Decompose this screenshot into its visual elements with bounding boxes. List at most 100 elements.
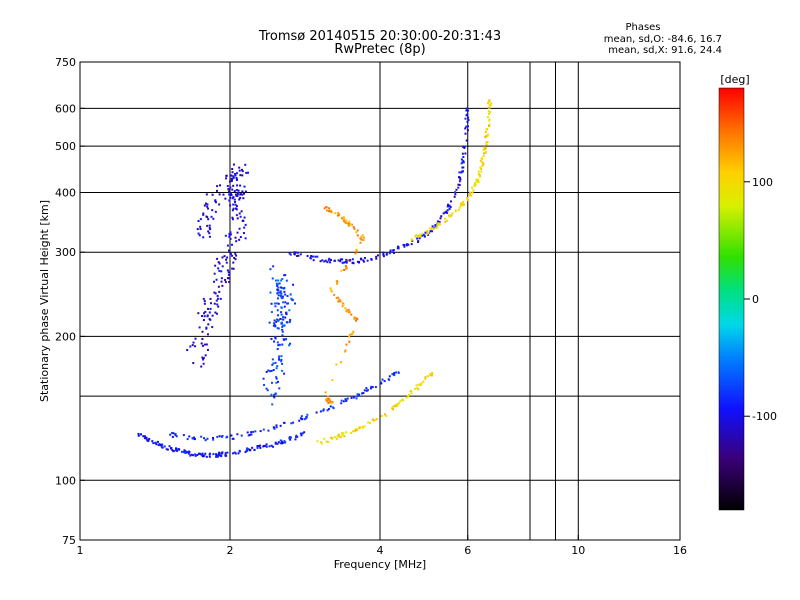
echo-point [344, 221, 347, 224]
echo-point [466, 120, 469, 123]
echo-point [248, 433, 251, 436]
echo-point [429, 373, 432, 376]
echo-point [281, 328, 284, 331]
echo-point [324, 206, 327, 209]
echo-point [449, 206, 452, 209]
echo-point [277, 302, 280, 305]
echo-point [467, 116, 470, 119]
echo-point [239, 236, 242, 239]
echo-point [226, 451, 229, 454]
echo-point [216, 455, 219, 458]
echo-point [352, 430, 354, 433]
echo-point [244, 190, 247, 193]
echo-point [235, 240, 238, 243]
echo-point [270, 311, 273, 314]
echo-point [479, 159, 482, 162]
echo-point [385, 253, 388, 256]
echo-point [348, 311, 351, 314]
echo-point [362, 239, 365, 242]
echo-point [182, 450, 185, 453]
echo-point [227, 277, 230, 280]
echo-point [243, 185, 246, 188]
echo-point [483, 146, 486, 149]
echo-point [293, 253, 296, 256]
echo-point [419, 235, 422, 238]
echo-point [300, 434, 303, 437]
colorbar-ticks: 100 0 -100 [744, 176, 777, 423]
echo-point [301, 432, 304, 435]
echo-point [233, 198, 236, 201]
echo-point [339, 258, 342, 261]
echo-point [438, 222, 441, 225]
echo-point [253, 448, 256, 451]
echo-point [337, 433, 340, 436]
echo-point [209, 228, 212, 231]
echo-point [237, 191, 240, 194]
echo-point [217, 285, 220, 288]
echo-point [391, 373, 394, 376]
echo-point [273, 340, 276, 343]
echo-point [218, 269, 221, 272]
echo-point [215, 278, 218, 281]
echo-point [461, 203, 464, 206]
echo-point [369, 387, 372, 390]
echo-point [273, 427, 276, 430]
echo-point [356, 229, 359, 232]
echo-point [266, 389, 269, 392]
echo-point [306, 254, 309, 257]
echo-point [355, 231, 358, 234]
echo-point [355, 397, 358, 400]
echo-point [423, 235, 426, 238]
echo-point [180, 450, 183, 453]
echo-point [270, 393, 273, 396]
echo-point [401, 398, 404, 401]
echo-point [338, 434, 341, 437]
y-tick-labels: 75 100 200 300 400 500 600 750 [55, 56, 85, 547]
echo-point [183, 449, 186, 452]
echo-point [319, 260, 322, 263]
echo-point [374, 386, 377, 389]
echo-point [201, 315, 204, 318]
echo-point [360, 235, 363, 238]
echo-point [464, 127, 467, 130]
echo-point [226, 269, 229, 272]
echo-point [247, 434, 250, 437]
echo-point [277, 344, 280, 347]
echo-point [336, 214, 339, 217]
echo-point [461, 166, 464, 169]
echo-point [453, 195, 456, 198]
echo-point [293, 302, 296, 305]
echo-point [461, 152, 464, 155]
echo-point [392, 373, 395, 376]
grid-lines [80, 62, 680, 540]
echo-point [385, 414, 388, 417]
echo-point [388, 375, 391, 378]
echo-point [244, 163, 247, 166]
echo-point [274, 392, 277, 395]
echo-point [461, 170, 464, 173]
echo-point [375, 418, 378, 421]
echo-point [339, 361, 342, 364]
echo-point [210, 215, 213, 218]
x-tick-label: 6 [464, 544, 471, 557]
echo-point [225, 454, 228, 457]
echo-point [471, 191, 474, 194]
echo-point [213, 280, 216, 283]
echo-point [271, 363, 274, 366]
echo-point [209, 307, 212, 310]
echo-point [335, 280, 338, 283]
echo-point [228, 199, 231, 202]
echo-point [486, 134, 489, 137]
echo-point [232, 207, 235, 210]
echo-point [294, 251, 297, 254]
echo-point [458, 206, 461, 209]
echo-point [232, 203, 235, 206]
echo-point [202, 319, 205, 322]
echo-point [188, 435, 191, 438]
echo-point [224, 278, 227, 281]
echo-point [202, 357, 205, 360]
echo-point [246, 431, 249, 434]
echo-point [212, 436, 215, 439]
echo-point [474, 182, 477, 185]
echo-point [426, 375, 429, 378]
